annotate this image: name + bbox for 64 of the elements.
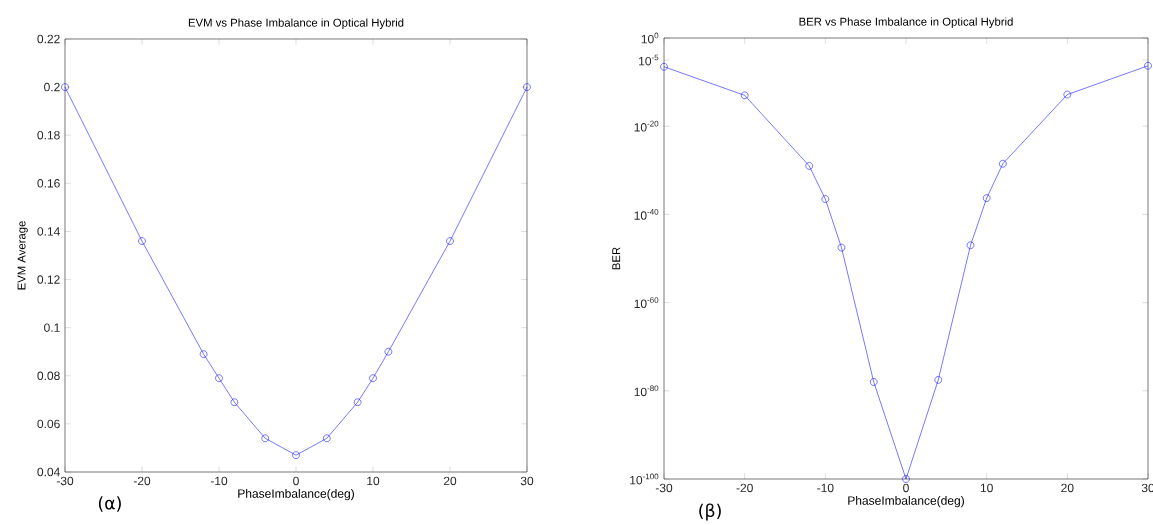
- x-tick-label: 20: [443, 476, 457, 486]
- point: [982, 194, 991, 202]
- x-tick-label: -20: [133, 476, 151, 486]
- x-tick-label: -10: [817, 483, 834, 493]
- y-axis-title: EVM Average: [17, 221, 28, 290]
- point: [934, 376, 943, 384]
- y-tick-label: 0.12: [37, 275, 60, 284]
- point: [740, 91, 749, 100]
- point: [446, 237, 454, 245]
- y-tick-label: 10$^{-100}$: [630, 473, 659, 485]
- y-tick-label: 0.14: [37, 227, 60, 236]
- y-tick-label: 0.2: [44, 82, 60, 92]
- y-tick-label: 10$^{-40}$: [634, 209, 659, 220]
- point: [323, 434, 331, 443]
- x-tick-label: -30: [655, 483, 673, 493]
- y-tick-label: 10$^{-60}$: [634, 297, 659, 309]
- point: [1063, 90, 1072, 99]
- point: [138, 237, 146, 245]
- point: [523, 83, 531, 91]
- x-tick-label: -10: [210, 476, 228, 486]
- y-tick-label: 0.06: [37, 419, 60, 429]
- point: [870, 378, 878, 386]
- text: (β): [699, 503, 721, 521]
- point: [292, 451, 300, 459]
- point: [805, 162, 813, 170]
- x-tick-label: -30: [56, 476, 74, 486]
- point: [199, 350, 208, 358]
- y-tick-label: 10$^{-20}$: [634, 120, 659, 132]
- x-tick-label: -20: [736, 483, 753, 493]
- y-tick-label: 0.04: [37, 467, 60, 477]
- x-tick-label: 10: [980, 483, 993, 493]
- y-tick-label: 0.18: [37, 130, 60, 140]
- point: [660, 63, 668, 71]
- y-tick-label: 0.08: [37, 371, 60, 381]
- point: [966, 241, 975, 250]
- y-tick-label: 10$^{-5}$: [639, 54, 659, 66]
- x-tick-label: 30: [520, 476, 534, 486]
- point: [61, 83, 69, 91]
- x-axis-title: PhaseImbalance(deg): [238, 489, 354, 501]
- text: (α): [98, 496, 121, 512]
- chart-title: EVM vs Phase Imbalance in Optical Hybrid: [188, 18, 404, 29]
- point: [902, 475, 910, 483]
- point: [384, 347, 393, 356]
- point: [837, 243, 846, 252]
- point: [353, 398, 362, 406]
- x-tick-label: 0: [903, 483, 909, 493]
- point: [821, 195, 830, 203]
- point: [1144, 62, 1152, 70]
- y-tick-label: 0.1: [44, 323, 60, 332]
- y-tick-label: 0.16: [37, 179, 60, 188]
- chart-title: BER vs Phase Imbalance in Optical Hybrid: [799, 17, 1013, 28]
- x-axis-title: PhaseImbalance(deg): [848, 496, 964, 508]
- x-tick-label: 0: [293, 476, 299, 486]
- y-axis-title: BER: [612, 247, 621, 270]
- point: [215, 374, 223, 382]
- point: [999, 160, 1007, 168]
- x-tick-label: 20: [1061, 483, 1074, 493]
- y-tick-label: 10$^{0}$: [641, 32, 659, 44]
- point: [369, 374, 377, 382]
- y-tick-label: 10$^{-80}$: [634, 385, 659, 397]
- point: [230, 398, 239, 406]
- point: [261, 434, 269, 443]
- x-tick-label: 10: [367, 476, 380, 486]
- y-tick-label: 0.22: [37, 34, 60, 44]
